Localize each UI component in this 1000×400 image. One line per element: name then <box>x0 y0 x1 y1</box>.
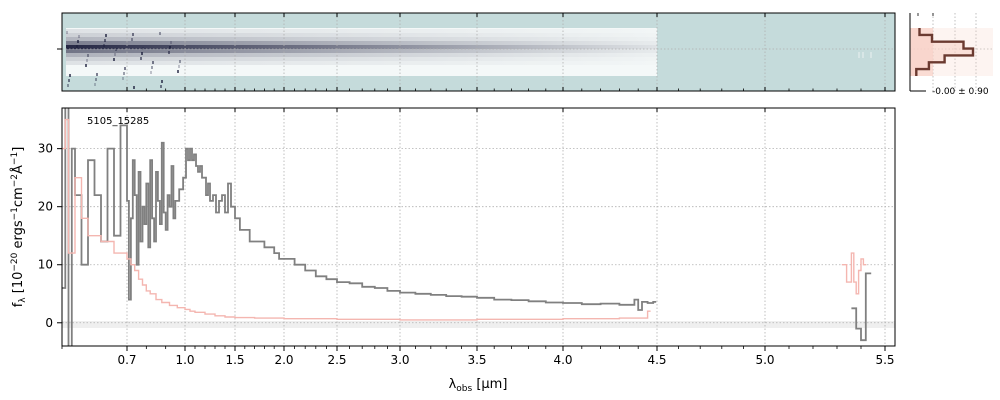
trace-row <box>66 49 657 53</box>
profile-line <box>915 28 975 76</box>
trace-pixel <box>103 44 105 47</box>
trace-pixel <box>94 83 96 86</box>
trace-row <box>66 61 657 65</box>
trace-row <box>66 57 657 61</box>
trace-pixel <box>86 59 88 62</box>
trace-pixel <box>140 57 142 60</box>
trace-pixel <box>69 74 71 77</box>
trace-pixel <box>150 71 152 74</box>
zero-band <box>62 321 895 328</box>
trace-pixel <box>66 31 68 34</box>
series-line-error <box>62 118 651 321</box>
2d-spectrum-ticks <box>57 13 886 91</box>
trace-pixel <box>160 85 162 88</box>
y-tick-label: 0 <box>45 316 53 330</box>
1d-spectrum-frame <box>61 107 896 347</box>
trace-pixel <box>67 84 69 87</box>
x-tick-label: 4.5 <box>647 353 666 367</box>
trace-pixel <box>76 45 78 48</box>
trace-pixel <box>870 52 872 58</box>
object-label: 5105_15285 <box>87 116 149 127</box>
x-tick-label: 5.5 <box>875 353 894 367</box>
spatial-profile-plot <box>909 13 993 92</box>
2d-spectrum-grid <box>62 13 895 91</box>
x-tick-label: 4.0 <box>553 353 572 367</box>
trace-pixel <box>96 73 98 76</box>
trace-pixel <box>87 54 89 57</box>
y-tick-label: 20 <box>38 200 53 214</box>
trace-pixel <box>169 46 171 49</box>
x-axis-label-main: λ <box>449 377 457 392</box>
x-tick-label: 5.0 <box>755 353 774 367</box>
trace-pixel <box>123 72 125 75</box>
trace-pixel <box>862 52 864 58</box>
trace-row <box>66 37 657 41</box>
trace-pixel <box>178 65 180 68</box>
trace-pixel <box>177 70 179 73</box>
trace-pixel <box>104 39 106 42</box>
spatial-profile-panel: -0.00 ± 0.90 <box>909 13 993 97</box>
trace-pixel <box>113 58 115 61</box>
trace-row <box>66 45 657 49</box>
trace-pixel <box>133 86 135 89</box>
profile-annotation: -0.00 ± 0.90 <box>932 87 989 97</box>
trace-pixel <box>114 53 116 56</box>
trace-pixel <box>179 60 181 63</box>
series-line-flux-red <box>851 272 872 342</box>
x-tick-label: 3.0 <box>390 353 409 367</box>
2d-spectrum-panel <box>57 12 896 92</box>
trace-pixel <box>132 33 134 36</box>
profile-area <box>910 28 973 76</box>
trace-row <box>66 41 657 45</box>
trace-pixel <box>85 64 87 67</box>
x-tick-label: 2.0 <box>274 353 293 367</box>
trace-pixel <box>78 35 80 38</box>
trace-pixel <box>124 67 126 70</box>
1d-spectrum-grid <box>62 108 895 346</box>
trace-pixel <box>95 78 97 81</box>
x-tick-label: 0.7 <box>117 353 136 367</box>
x-axis-label-unit: [μm] <box>472 377 507 392</box>
x-tick-label: 1.5 <box>225 353 244 367</box>
x-axis-label: λobs [μm] <box>449 377 508 394</box>
2d-spectrum-frame <box>61 12 896 92</box>
trace-pixel <box>152 61 154 64</box>
trace-pixel <box>142 47 144 50</box>
trace-pixel <box>115 48 117 51</box>
trace-pixel <box>122 77 124 80</box>
x-tick-label: 3.5 <box>467 353 486 367</box>
trace-row <box>66 29 657 33</box>
1d-spectrum-series <box>62 108 872 346</box>
y-tick-label: 30 <box>38 142 53 156</box>
1d-spectrum-ticks: 0.7 1.0 1.5 2.0 2.5 3.0 3.5 4.0 4.5 5.0 5.5 0 10 20 30 <box>38 108 895 367</box>
trace-row <box>66 53 657 57</box>
x-axis-label-sub: obs <box>456 384 472 394</box>
series-line-flux <box>62 108 657 346</box>
trace-pixel <box>151 66 153 69</box>
trace-pixel <box>170 41 172 44</box>
trace-pixel <box>141 52 143 55</box>
trace-pixel <box>161 80 163 83</box>
1d-spectrum-panel: 0.7 1.0 1.5 2.0 2.5 3.0 3.5 4.0 4.5 5.0 5.5 0 10 20 30… <box>10 107 896 394</box>
2d-spectrum-trace <box>66 28 872 89</box>
trace-pixel <box>77 40 79 43</box>
trace-pixel <box>168 51 170 54</box>
trace-pixel <box>131 38 133 41</box>
x-tick-label: 2.5 <box>327 353 346 367</box>
trace-pixel <box>858 52 860 58</box>
trace-pixel <box>105 34 107 37</box>
x-tick-label: 1.0 <box>175 353 194 367</box>
y-tick-label: 10 <box>38 258 53 272</box>
trace-pixel <box>159 32 161 35</box>
y-axis-label: fλ [10−20 ergs−1cm−2Å−1] <box>10 147 28 308</box>
trace-row <box>66 33 657 37</box>
series-line-error-red <box>841 252 867 295</box>
trace-pixel <box>68 79 70 82</box>
